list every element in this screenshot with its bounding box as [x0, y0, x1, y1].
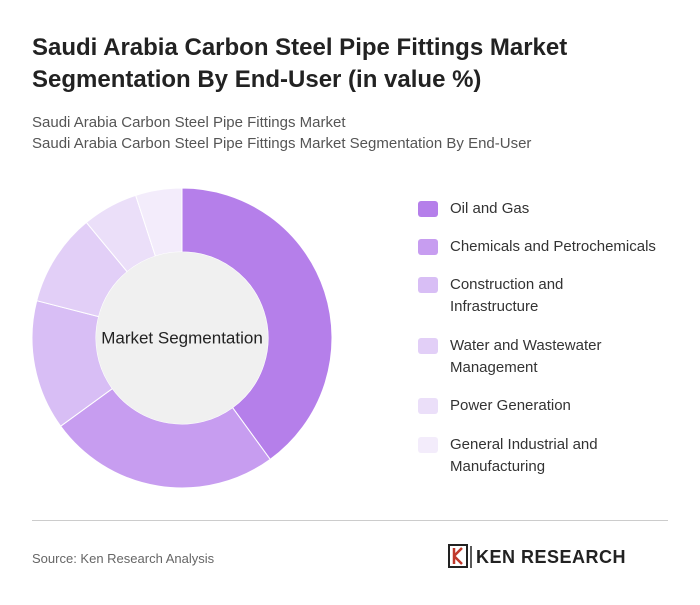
legend-label: Water and Wastewater Management [450, 337, 602, 376]
logo-icon [448, 544, 472, 568]
legend-item: Oil and Gas [418, 198, 678, 220]
legend-label: Oil and Gas [450, 200, 530, 217]
legend-item: Construction and Infrastructure [418, 274, 678, 318]
legend-item: General Industrial and Manufacturing [418, 434, 678, 478]
legend-item: Water and Wastewater Management [418, 335, 678, 379]
legend-item: Chemicals and Petrochemicals [418, 236, 678, 258]
legend-swatch [418, 437, 438, 453]
legend-swatch [418, 398, 438, 414]
logo: KEN RESEARCH [448, 544, 626, 570]
divider [32, 520, 668, 521]
legend-swatch [418, 277, 438, 293]
subtitle: Saudi Arabia Carbon Steel Pipe Fittings … [32, 114, 346, 131]
donut-chart: Market Segmentation [31, 187, 333, 489]
legend-label: Construction and Infrastructure [450, 276, 564, 315]
donut-hole [96, 252, 268, 424]
chart-title: Saudi Arabia Carbon Steel Pipe Fittings … [32, 34, 568, 93]
legend-swatch [418, 201, 438, 217]
legend-label: General Industrial and Manufacturing [450, 436, 598, 475]
legend-swatch [418, 239, 438, 255]
legend: Oil and Gas Chemicals and Petrochemicals C… [418, 198, 678, 478]
legend-swatch [418, 338, 438, 354]
legend-label: Power Generation [450, 397, 571, 414]
center-label: Market Segmentation [101, 328, 263, 347]
legend-label: Chemicals and Petrochemicals [450, 238, 656, 255]
logo-text: KEN RESEARCH [476, 546, 627, 567]
source: Source: Ken Research Analysis [32, 551, 215, 566]
legend-item: Power Generation [418, 395, 678, 417]
subtitle: Saudi Arabia Carbon Steel Pipe Fittings … [32, 135, 532, 152]
